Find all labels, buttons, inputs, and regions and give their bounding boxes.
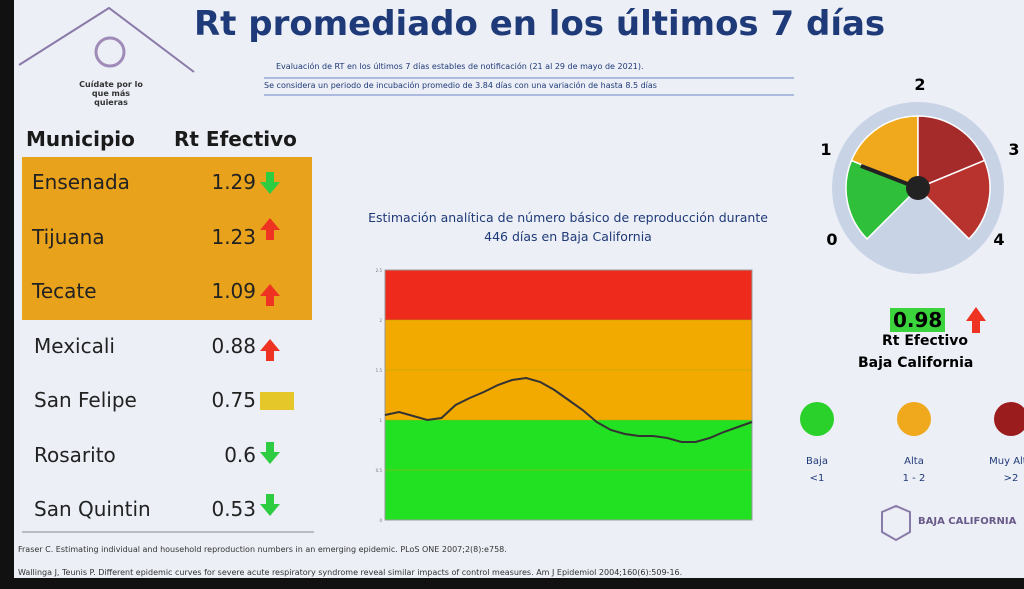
logo-roof	[18, 6, 195, 73]
arrow-up	[260, 284, 280, 306]
subtitle: Evaluación de RT en los últimos 7 días e…	[276, 62, 644, 71]
gauge-zone	[916, 159, 991, 240]
column-header: Municipio	[26, 127, 135, 151]
canvas: 0 0.5 1 1.5 2 2.5 0 1 2 3 4	[18, 6, 1020, 542]
rt-value: 1.09	[211, 279, 256, 303]
arrow-down	[260, 172, 280, 194]
trend-arrows	[260, 172, 986, 516]
municipio: San Felipe	[34, 388, 137, 412]
gauge-zone	[850, 115, 919, 190]
title: Rt promediado en los últimos 7 días	[194, 4, 886, 44]
gauge: 0 1 2 3 4	[820, 75, 1020, 274]
gauge-zone	[845, 159, 920, 240]
chart-title: Estimación analítica de número básico de…	[368, 210, 768, 244]
municipio: Ensenada	[32, 170, 130, 194]
gauge-tick: 4	[993, 230, 1004, 249]
legend-range: 1 - 2	[902, 473, 926, 484]
municipio: Tecate	[32, 279, 97, 303]
flat-marker	[260, 392, 294, 410]
brand-shield	[881, 504, 911, 542]
reference: Wallinga J, Teunis P. Different epidemic…	[18, 568, 683, 577]
gauge-tick: 1	[820, 140, 831, 159]
reference: Fraser C. Estimating individual and hous…	[18, 545, 507, 554]
municipio: Mexicali	[34, 333, 115, 358]
screen: 0 0.5 1 1.5 2 2.5 0 1 2 3 4 Rt promediado en los …	[14, 0, 1024, 578]
gauge-tick: 2	[914, 75, 925, 94]
line-chart: 0 0.5 1 1.5 2 2.5	[376, 268, 753, 523]
arrow-up	[966, 307, 986, 333]
municipio: Rosarito	[34, 442, 116, 467]
needle-hub	[906, 176, 930, 200]
legend-name: Muy Alta	[989, 456, 1024, 467]
y-tick-label: 1.5	[376, 368, 383, 373]
logo-icon	[94, 36, 126, 68]
gauge-tick: 3	[1008, 140, 1019, 159]
gauge-value: 0.98	[890, 308, 946, 332]
rt-value: 0.6	[224, 442, 256, 467]
brand: BAJA CALIFORNIA	[918, 516, 1017, 527]
line	[384, 376, 753, 443]
column-header: Rt Efectivo	[174, 127, 297, 151]
y-tick-label: 2	[379, 318, 382, 323]
y-tick-label: 2.5	[376, 268, 383, 273]
y-tick-label: 0	[379, 518, 382, 523]
legend-range: >2	[1003, 473, 1019, 484]
gauge-label: Rt Efectivo	[882, 333, 969, 349]
plot-frame	[384, 269, 753, 521]
y-tick-label: 1	[379, 418, 382, 423]
rt-value: 1.23	[211, 224, 256, 249]
rt-value: 0.88	[211, 333, 256, 358]
arrow-up	[260, 339, 280, 361]
gauge-tick: 0	[826, 230, 837, 249]
municipio: San Quintin	[34, 497, 151, 521]
gauge-zone	[917, 115, 986, 190]
logo-text: Cuídate por lo que más quieras	[79, 80, 143, 107]
gauge-region: Baja California	[858, 355, 974, 371]
legend-dot	[800, 402, 834, 436]
legend-range: <1	[809, 473, 825, 484]
legend-name: Alta	[904, 456, 924, 467]
subtitle: Se considera un periodo de incubación pr…	[264, 81, 657, 90]
rt-value: 1.29	[211, 170, 256, 194]
arrow-up	[260, 218, 280, 240]
arrow-down	[260, 494, 280, 516]
legend-name: Baja	[806, 456, 828, 467]
arrow-down	[260, 442, 280, 464]
y-tick-label: 0.5	[376, 468, 383, 473]
band	[385, 270, 752, 320]
municipio: Tijuana	[32, 224, 105, 249]
rt-value: 0.53	[211, 497, 256, 521]
legend-dot	[897, 402, 931, 436]
legend-dot	[994, 402, 1024, 436]
rt-value: 0.75	[211, 388, 256, 412]
